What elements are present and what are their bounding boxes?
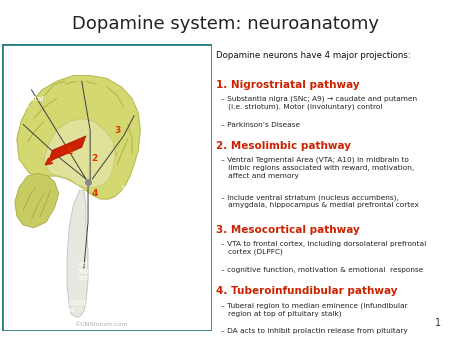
Text: substantia
nigra: substantia nigra <box>57 300 93 313</box>
Polygon shape <box>17 76 140 199</box>
Text: to frontal
cortex: to frontal cortex <box>122 186 154 198</box>
Text: – Substantia nigra (SNc; A9) → caudate and putamen
   (i.e. striotum). Motor (in: – Substantia nigra (SNc; A9) → caudate a… <box>221 96 417 111</box>
Text: – Parkinson’s Disease: – Parkinson’s Disease <box>221 122 300 127</box>
Text: – cognitive function, motivation & emotional  response: – cognitive function, motivation & emoti… <box>221 267 423 273</box>
Text: Dopamine neurons have 4 major projections:: Dopamine neurons have 4 major projection… <box>216 51 411 60</box>
Text: 2. Mesolimbic pathway: 2. Mesolimbic pathway <box>216 141 351 151</box>
Text: to striatum: to striatum <box>80 61 122 70</box>
Text: Dopamine system: neuroanatomy: Dopamine system: neuroanatomy <box>72 15 378 33</box>
Text: mesolimbic
system: mesolimbic system <box>115 211 155 224</box>
Text: 1: 1 <box>66 147 72 156</box>
Text: 4: 4 <box>91 189 98 198</box>
Text: 3. Mesocortical pathway: 3. Mesocortical pathway <box>216 225 360 235</box>
Text: – DA acts to inhibit prolactin release from pituitary: – DA acts to inhibit prolactin release f… <box>221 328 408 334</box>
Text: ventral
tegmental
area: ventral tegmental area <box>77 261 113 281</box>
Text: ©CNSforum.com: ©CNSforum.com <box>74 321 128 327</box>
Polygon shape <box>67 191 88 317</box>
Text: posterior
hypothalamus: posterior hypothalamus <box>4 227 54 240</box>
Text: 1. Nigrostriatal pathway: 1. Nigrostriatal pathway <box>216 80 360 90</box>
Text: – Include ventral striatum (nucleus accumbens),
   amygdala, hippocampus & media: – Include ventral striatum (nucleus accu… <box>221 194 418 209</box>
Text: – VTA to frontal cortex, including dorsolateral prefrontal
   cortex (DLPFC): – VTA to frontal cortex, including dorso… <box>221 241 426 255</box>
Text: 4. Tuberoinfundibular pathway: 4. Tuberoinfundibular pathway <box>216 286 398 296</box>
Text: – Ventral Tegmental Area (VTA; A10) in midbrain to
   limbic regions associated : – Ventral Tegmental Area (VTA; A10) in m… <box>221 157 414 179</box>
Text: 1: 1 <box>435 318 441 329</box>
Polygon shape <box>44 119 115 188</box>
Text: to basal ganglia: to basal ganglia <box>19 61 81 70</box>
Text: 2: 2 <box>91 154 98 163</box>
Text: tubero-
infundibular
system: tubero- infundibular system <box>94 234 137 254</box>
Polygon shape <box>48 136 86 162</box>
Polygon shape <box>15 173 59 228</box>
Text: pre-
frontal
cortex: pre- frontal cortex <box>144 68 167 89</box>
Text: – Tuberal region to median eminence (infundibular
   region at top of pituitary : – Tuberal region to median eminence (inf… <box>221 302 407 317</box>
Text: 3: 3 <box>114 126 121 135</box>
Text: nigostriatal
system: nigostriatal system <box>4 96 44 109</box>
